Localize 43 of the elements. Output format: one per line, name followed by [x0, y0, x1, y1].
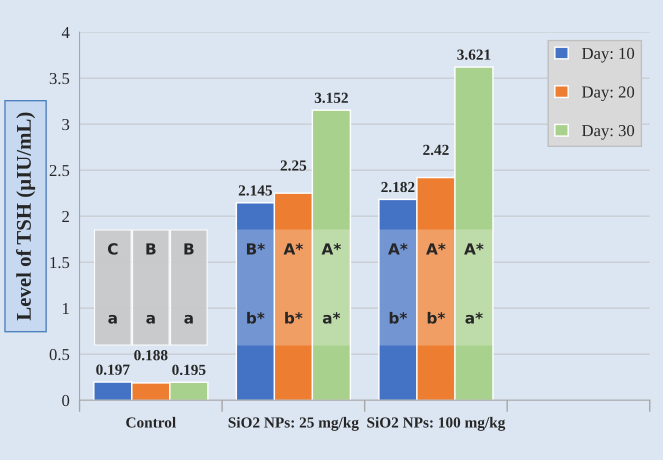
annotation: A*: [426, 243, 446, 254]
x-tick-label: SiO2 NPs: 100 mg/kg: [367, 416, 506, 431]
data-label: 0.197: [96, 364, 130, 375]
annotation: b*: [285, 312, 303, 324]
legend-label: Day: 30: [582, 124, 634, 140]
annotation: B: [146, 243, 156, 254]
annotation: B: [184, 243, 194, 254]
annotation: A*: [464, 243, 484, 254]
annotation: A*: [322, 243, 341, 254]
data-label: 2.25: [280, 160, 306, 171]
annotation: A*: [388, 243, 408, 254]
y-tick-label: 1.5: [50, 256, 70, 268]
y-tick-label: 0.5: [50, 348, 70, 360]
annotation: a: [146, 314, 155, 324]
y-tick-label: 2: [62, 210, 69, 222]
y-tick-label: 1: [62, 302, 69, 314]
data-label: 2.145: [238, 185, 272, 196]
annotation: b*: [428, 312, 446, 324]
y-tick-label: 3.5: [50, 72, 70, 84]
data-label: 0.188: [134, 350, 168, 360]
y-tick-label: 4: [62, 27, 70, 38]
legend-label: Day: 20: [582, 86, 634, 102]
data-label: 3.152: [314, 92, 348, 104]
y-tick-label: 2.5: [50, 164, 70, 176]
data-label: 3.621: [457, 50, 490, 60]
y-tick-label: 3: [62, 118, 70, 130]
data-label: 2.182: [381, 182, 414, 192]
annotation: C: [108, 243, 118, 255]
y-tick-label: 0: [62, 394, 70, 406]
legend-label: Day: 10: [582, 48, 634, 62]
annotation: a: [108, 314, 117, 324]
annotation: B*: [246, 243, 265, 254]
annotation: b*: [247, 312, 265, 324]
x-tick-label: SiO2 NPs: 25 mg/kg: [228, 416, 359, 431]
annotation: A*: [284, 243, 303, 254]
y-axis-title: Level of TSH (µIU/mL): [16, 112, 36, 320]
x-tick-label: Control: [126, 416, 176, 428]
annotation: a*: [465, 312, 483, 324]
annotation: a*: [322, 312, 340, 324]
data-label: 0.195: [172, 364, 206, 376]
data-label: 2.42: [423, 144, 449, 156]
annotation: a: [184, 314, 193, 324]
annotation: b*: [390, 312, 408, 324]
